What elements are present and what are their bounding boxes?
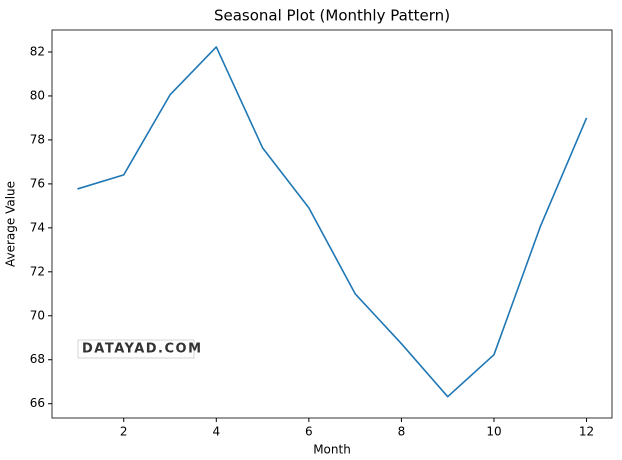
x-tick-label: 6 <box>305 425 313 439</box>
y-tick-label: 78 <box>30 132 45 146</box>
y-tick-label: 66 <box>30 396 45 410</box>
x-tick-label: 10 <box>486 425 501 439</box>
watermark: DATAYAD.COM <box>82 342 203 357</box>
chart-title: Seasonal Plot (Monthly Pattern) <box>214 7 450 25</box>
y-tick-label: 80 <box>30 88 45 102</box>
y-tick-label: 74 <box>30 220 45 234</box>
x-tick-label: 8 <box>398 425 406 439</box>
x-tick-label: 12 <box>579 425 594 439</box>
watermark-box <box>77 339 195 359</box>
y-tick-label: 68 <box>30 352 45 366</box>
plot-frame <box>51 29 613 419</box>
y-tick-label: 76 <box>30 176 45 190</box>
y-axis-label: Average Value <box>4 181 18 267</box>
y-tick-label: 72 <box>30 264 45 278</box>
line-series <box>77 46 588 398</box>
x-tick-label: 4 <box>212 425 220 439</box>
x-tick-label: 2 <box>120 425 128 439</box>
y-tick-label: 70 <box>30 308 45 322</box>
x-axis-label: Month <box>313 443 351 457</box>
y-tick-label: 82 <box>30 44 45 58</box>
